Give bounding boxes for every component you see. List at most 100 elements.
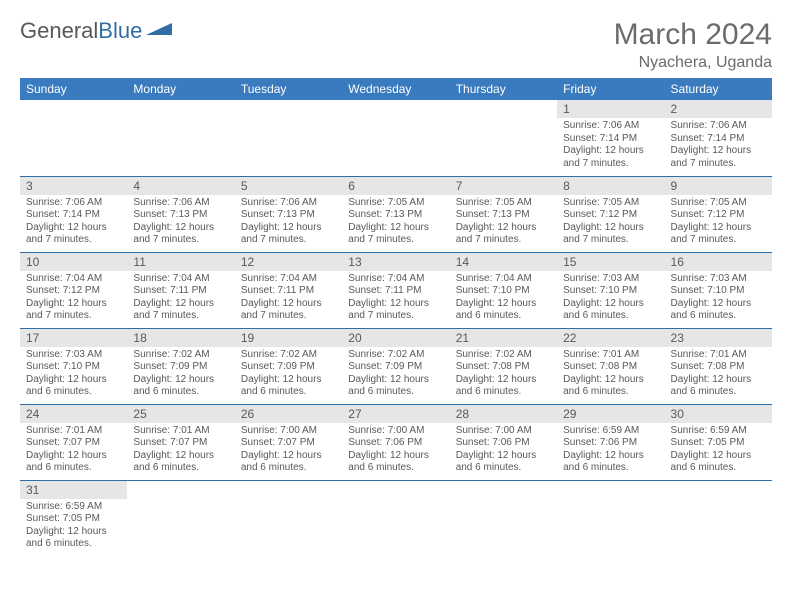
calendar-cell: 22Sunrise: 7:01 AMSunset: 7:08 PMDayligh… [557,328,664,404]
day-details: Sunrise: 6:59 AMSunset: 7:05 PMDaylight:… [20,499,127,553]
calendar-cell [20,100,127,176]
day-number: 25 [127,405,234,423]
day-number: 9 [665,177,772,195]
calendar-cell: 27Sunrise: 7:00 AMSunset: 7:06 PMDayligh… [342,404,449,480]
day-number: 19 [235,329,342,347]
day-number: 8 [557,177,664,195]
calendar-cell: 7Sunrise: 7:05 AMSunset: 7:13 PMDaylight… [450,176,557,252]
day-number: 23 [665,329,772,347]
day-number: 21 [450,329,557,347]
day-details: Sunrise: 6:59 AMSunset: 7:06 PMDaylight:… [557,423,664,477]
day-details: Sunrise: 7:05 AMSunset: 7:13 PMDaylight:… [450,195,557,249]
day-details: Sunrise: 7:00 AMSunset: 7:06 PMDaylight:… [450,423,557,477]
day-details: Sunrise: 7:06 AMSunset: 7:14 PMDaylight:… [557,118,664,172]
weekday-header: Tuesday [235,78,342,100]
location: Nyachera, Uganda [614,54,772,72]
day-number: 24 [20,405,127,423]
page-title: March 2024 [614,18,772,52]
day-number: 15 [557,253,664,271]
day-number: 14 [450,253,557,271]
day-details: Sunrise: 7:03 AMSunset: 7:10 PMDaylight:… [20,347,127,401]
weekday-header: Sunday [20,78,127,100]
day-number: 16 [665,253,772,271]
calendar-cell [450,480,557,556]
calendar-cell: 24Sunrise: 7:01 AMSunset: 7:07 PMDayligh… [20,404,127,480]
day-details: Sunrise: 7:01 AMSunset: 7:08 PMDaylight:… [665,347,772,401]
calendar-cell: 16Sunrise: 7:03 AMSunset: 7:10 PMDayligh… [665,252,772,328]
day-details: Sunrise: 7:05 AMSunset: 7:12 PMDaylight:… [557,195,664,249]
weekday-header: Monday [127,78,234,100]
day-details: Sunrise: 7:04 AMSunset: 7:11 PMDaylight:… [127,271,234,325]
day-details: Sunrise: 7:02 AMSunset: 7:09 PMDaylight:… [235,347,342,401]
calendar-cell [235,100,342,176]
day-number: 12 [235,253,342,271]
calendar-cell: 20Sunrise: 7:02 AMSunset: 7:09 PMDayligh… [342,328,449,404]
calendar-cell: 6Sunrise: 7:05 AMSunset: 7:13 PMDaylight… [342,176,449,252]
calendar-cell [342,100,449,176]
day-number: 6 [342,177,449,195]
weekday-header: Wednesday [342,78,449,100]
day-number: 17 [20,329,127,347]
logo-text-blue: Blue [98,18,142,44]
calendar-cell: 25Sunrise: 7:01 AMSunset: 7:07 PMDayligh… [127,404,234,480]
header: GeneralBlue March 2024 Nyachera, Uganda [20,18,772,72]
calendar-cell: 26Sunrise: 7:00 AMSunset: 7:07 PMDayligh… [235,404,342,480]
day-details: Sunrise: 7:03 AMSunset: 7:10 PMDaylight:… [665,271,772,325]
day-number: 10 [20,253,127,271]
day-number: 4 [127,177,234,195]
logo-text-general: General [20,18,98,44]
day-number: 11 [127,253,234,271]
day-number: 7 [450,177,557,195]
calendar-cell: 9Sunrise: 7:05 AMSunset: 7:12 PMDaylight… [665,176,772,252]
calendar-cell: 11Sunrise: 7:04 AMSunset: 7:11 PMDayligh… [127,252,234,328]
calendar-cell: 3Sunrise: 7:06 AMSunset: 7:14 PMDaylight… [20,176,127,252]
day-details: Sunrise: 7:06 AMSunset: 7:14 PMDaylight:… [20,195,127,249]
day-number: 3 [20,177,127,195]
day-details: Sunrise: 7:05 AMSunset: 7:13 PMDaylight:… [342,195,449,249]
weekday-header: Thursday [450,78,557,100]
weekday-header: Friday [557,78,664,100]
calendar-cell: 23Sunrise: 7:01 AMSunset: 7:08 PMDayligh… [665,328,772,404]
day-number: 2 [665,100,772,118]
calendar-cell [127,100,234,176]
day-details: Sunrise: 7:06 AMSunset: 7:14 PMDaylight:… [665,118,772,172]
calendar-cell: 19Sunrise: 7:02 AMSunset: 7:09 PMDayligh… [235,328,342,404]
calendar-cell: 21Sunrise: 7:02 AMSunset: 7:08 PMDayligh… [450,328,557,404]
calendar-cell: 31Sunrise: 6:59 AMSunset: 7:05 PMDayligh… [20,480,127,556]
weekday-header: Saturday [665,78,772,100]
day-number: 1 [557,100,664,118]
day-number: 13 [342,253,449,271]
day-number: 20 [342,329,449,347]
calendar-cell [665,480,772,556]
day-number: 5 [235,177,342,195]
calendar-body: 1Sunrise: 7:06 AMSunset: 7:14 PMDaylight… [20,100,772,556]
calendar-cell: 29Sunrise: 6:59 AMSunset: 7:06 PMDayligh… [557,404,664,480]
calendar-cell [450,100,557,176]
day-number: 18 [127,329,234,347]
day-number: 30 [665,405,772,423]
calendar-cell: 30Sunrise: 6:59 AMSunset: 7:05 PMDayligh… [665,404,772,480]
day-details: Sunrise: 7:02 AMSunset: 7:09 PMDaylight:… [342,347,449,401]
calendar-cell: 5Sunrise: 7:06 AMSunset: 7:13 PMDaylight… [235,176,342,252]
day-details: Sunrise: 6:59 AMSunset: 7:05 PMDaylight:… [665,423,772,477]
calendar-cell: 1Sunrise: 7:06 AMSunset: 7:14 PMDaylight… [557,100,664,176]
day-number: 31 [20,481,127,499]
day-details: Sunrise: 7:06 AMSunset: 7:13 PMDaylight:… [235,195,342,249]
day-details: Sunrise: 7:02 AMSunset: 7:09 PMDaylight:… [127,347,234,401]
calendar-cell: 14Sunrise: 7:04 AMSunset: 7:10 PMDayligh… [450,252,557,328]
day-number: 26 [235,405,342,423]
calendar-cell: 17Sunrise: 7:03 AMSunset: 7:10 PMDayligh… [20,328,127,404]
calendar-cell: 18Sunrise: 7:02 AMSunset: 7:09 PMDayligh… [127,328,234,404]
logo: GeneralBlue [20,18,172,44]
calendar-cell: 10Sunrise: 7:04 AMSunset: 7:12 PMDayligh… [20,252,127,328]
day-details: Sunrise: 7:01 AMSunset: 7:07 PMDaylight:… [20,423,127,477]
day-number: 22 [557,329,664,347]
day-details: Sunrise: 7:04 AMSunset: 7:10 PMDaylight:… [450,271,557,325]
day-details: Sunrise: 7:05 AMSunset: 7:12 PMDaylight:… [665,195,772,249]
calendar-table: SundayMondayTuesdayWednesdayThursdayFrid… [20,78,772,556]
day-details: Sunrise: 7:04 AMSunset: 7:12 PMDaylight:… [20,271,127,325]
calendar-cell: 12Sunrise: 7:04 AMSunset: 7:11 PMDayligh… [235,252,342,328]
day-details: Sunrise: 7:00 AMSunset: 7:06 PMDaylight:… [342,423,449,477]
day-number: 28 [450,405,557,423]
day-details: Sunrise: 7:06 AMSunset: 7:13 PMDaylight:… [127,195,234,249]
